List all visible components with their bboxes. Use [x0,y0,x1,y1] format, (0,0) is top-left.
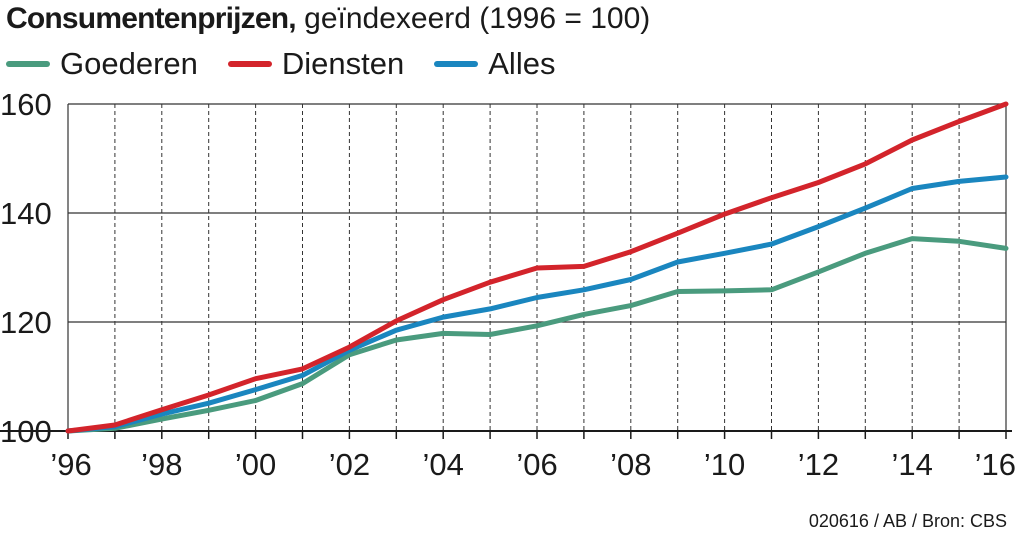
chart-legend: Goederen Diensten Alles [6,44,585,84]
legend-item-alles: Alles [434,46,555,82]
source-footer: 020616 / AB / Bron: CBS [808,511,1007,531]
x-tick-label: ’16 [975,447,1016,482]
legend-swatch-diensten [227,61,272,67]
legend-label-diensten: Diensten [281,46,405,81]
x-tick-label: ’96 [50,447,91,482]
legend-item-diensten: Diensten [227,46,405,82]
x-tick-label: ’14 [892,447,933,482]
legend-label-goederen: Goederen [60,46,198,81]
legend-swatch-goederen [6,61,50,67]
y-tick-label: 120 [0,305,52,340]
x-tick-label: ’06 [516,447,557,482]
x-tick-label: ’08 [610,447,651,482]
y-tick-label: 100 [0,414,52,449]
legend-label-alles: Alles [488,46,556,81]
series-line-alles [65,174,1009,434]
x-tick-label: ’00 [235,447,276,482]
x-tick-label: ’02 [329,447,370,482]
y-tick-label: 140 [0,196,52,231]
legend-swatch-alles [434,61,479,67]
x-tick-label: ’12 [798,447,839,482]
y-tick-label: 160 [0,87,52,122]
series-line-diensten [65,101,1009,434]
x-tick-label: ’10 [704,447,745,482]
title-light-part: geïndexeerd (1996 = 100) [295,2,651,35]
series-line-goederen [65,236,1009,434]
x-tick-label: ’04 [423,447,464,482]
x-tick-label: ’98 [141,447,182,482]
legend-item-goederen: Goederen [6,46,198,82]
chart-title: Consumentenprijzen, geïndexeerd (1996 = … [6,0,650,38]
title-bold-part: Consumentenprijzen, [6,2,297,35]
